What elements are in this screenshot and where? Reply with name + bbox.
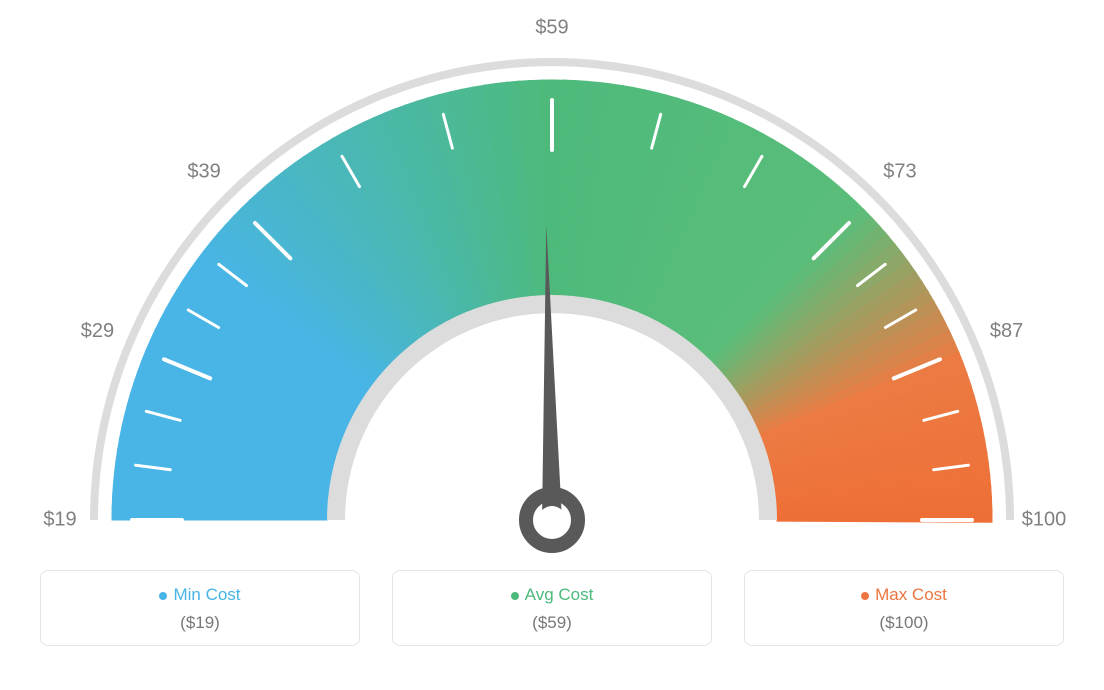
svg-text:$19: $19 (43, 508, 76, 530)
legend-min-title: Min Cost (41, 585, 359, 605)
legend-min: Min Cost ($19) (40, 570, 360, 646)
dot-min (159, 592, 167, 600)
legend-avg: Avg Cost ($59) (392, 570, 712, 646)
cost-gauge-container: $19 $29 $39 $59 $73 $87 $100 Min Cost ($19) Av… (0, 0, 1104, 690)
gauge-chart: $19 $29 $39 $59 $73 $87 $100 (0, 0, 1104, 560)
legend-min-value: ($19) (41, 613, 359, 633)
dot-max (861, 592, 869, 600)
svg-text:$100: $100 (1022, 508, 1067, 530)
legend-min-label: Min Cost (173, 585, 240, 604)
legend-avg-value: ($59) (393, 613, 711, 633)
svg-text:$29: $29 (81, 320, 114, 342)
legend-max-title: Max Cost (745, 585, 1063, 605)
legend-max-label: Max Cost (875, 585, 947, 604)
legend-avg-title: Avg Cost (393, 585, 711, 605)
gauge-svg: $19 $29 $39 $59 $73 $87 $100 (0, 0, 1104, 560)
legend-max: Max Cost ($100) (744, 570, 1064, 646)
legend-row: Min Cost ($19) Avg Cost ($59) Max Cost (… (0, 560, 1104, 646)
svg-text:$59: $59 (535, 16, 568, 38)
legend-max-value: ($100) (745, 613, 1063, 633)
svg-text:$73: $73 (883, 160, 916, 182)
svg-text:$39: $39 (187, 160, 220, 182)
dot-avg (511, 592, 519, 600)
legend-avg-label: Avg Cost (525, 585, 594, 604)
svg-text:$87: $87 (990, 320, 1023, 342)
